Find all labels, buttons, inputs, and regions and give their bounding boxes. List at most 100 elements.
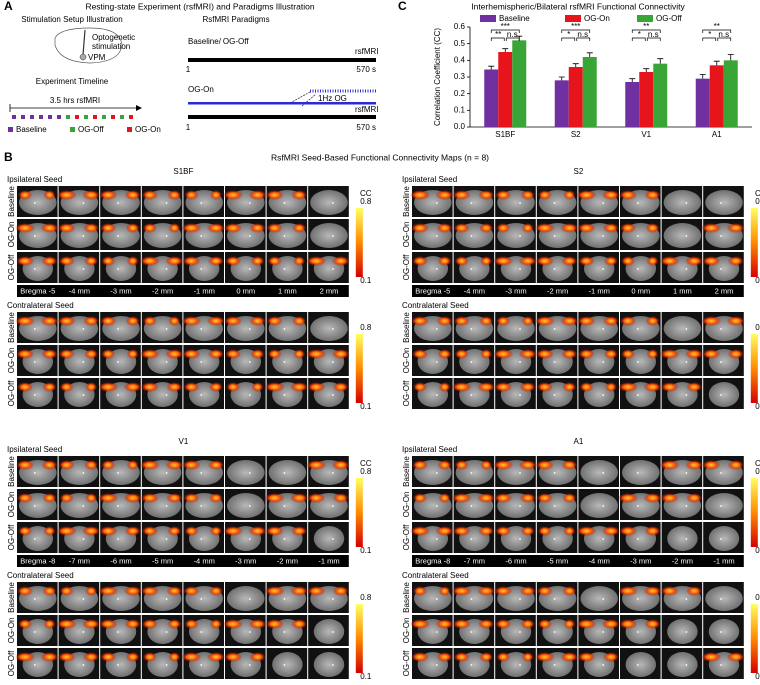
activation-blob: [618, 586, 638, 596]
brain-slice: [268, 460, 307, 485]
colorbar: [355, 334, 363, 403]
seed-marker: [283, 538, 286, 540]
activation-blob: [685, 256, 704, 266]
activation-blob: [560, 652, 579, 662]
panel-title: RsfMRI Seed-Based Functional Connectivit…: [271, 152, 489, 162]
session-block: [129, 115, 133, 119]
seed-marker: [470, 472, 473, 474]
brain-slice: [227, 586, 265, 611]
activation-blob: [332, 382, 349, 392]
sig-label: **: [643, 22, 649, 31]
seed-marker: [165, 505, 168, 507]
activation-blob: [125, 652, 140, 662]
activation-blob: [435, 619, 454, 629]
activation-blob: [250, 256, 265, 266]
session-block: [39, 115, 43, 119]
colorbar-min: 0.1: [755, 402, 760, 411]
activation-blob: [520, 619, 535, 629]
activation-blob: [225, 256, 241, 266]
seed-marker: [165, 235, 168, 237]
activation-blob: [16, 256, 34, 266]
error-bar: [643, 68, 650, 72]
paradigm-label: OG-On: [188, 85, 214, 94]
seed-marker: [602, 472, 605, 474]
seed-marker: [519, 268, 521, 270]
activation-blob: [249, 316, 266, 326]
activation-blob: [519, 493, 536, 503]
session-block: [84, 115, 88, 119]
activation-blob: [264, 586, 285, 596]
activation-blob: [208, 349, 224, 359]
activation-blob: [266, 223, 283, 233]
seed-marker: [636, 202, 639, 204]
setup-illustration: [54, 27, 123, 64]
row-label: Baseline: [402, 456, 411, 487]
bregma-label: 0 mm: [236, 286, 255, 295]
activation-blob: [412, 349, 428, 359]
activation-blob: [620, 223, 636, 233]
activation-blob: [645, 316, 660, 326]
seed-marker: [553, 472, 556, 474]
activation-blob: [518, 256, 537, 266]
activation-blob: [209, 586, 223, 596]
activation-blob: [436, 223, 453, 233]
seed-marker: [283, 268, 286, 270]
activation-blob: [307, 493, 326, 503]
track-bar: [188, 58, 376, 62]
activation-blob: [182, 256, 201, 266]
activation-blob: [83, 223, 100, 233]
stim-line: [188, 102, 376, 105]
seed-marker: [553, 268, 556, 270]
seed-marker: [470, 664, 473, 666]
activation-blob: [181, 223, 202, 233]
seed-marker: [519, 598, 521, 600]
seed-marker: [165, 394, 168, 396]
seed-marker: [33, 472, 36, 474]
activation-blob: [410, 190, 430, 200]
activation-blob: [208, 256, 224, 266]
brain-slice: [663, 316, 702, 341]
seed-marker: [685, 664, 688, 666]
setup-label: VPM: [88, 53, 106, 62]
brain-slice: [663, 223, 702, 248]
seed-marker: [519, 505, 521, 507]
seed-marker: [685, 538, 688, 540]
activation-blob: [452, 526, 471, 536]
seed-marker: [685, 394, 688, 396]
seed-marker: [602, 361, 605, 363]
activation-blob: [249, 652, 266, 662]
bregma-label: -1 mm: [589, 286, 610, 295]
activation-blob: [267, 256, 282, 266]
y-tick-label: 0.3: [454, 72, 466, 81]
activation-blob: [413, 493, 427, 503]
legend-swatch: [70, 127, 75, 132]
activation-blob: [578, 256, 595, 266]
activation-blob: [477, 586, 496, 596]
activation-blob: [411, 223, 429, 233]
bregma-label: -2 mm: [672, 556, 693, 565]
seed-marker: [553, 505, 556, 507]
activation-blob: [494, 586, 513, 596]
activation-blob: [251, 382, 264, 392]
seed-marker: [435, 268, 438, 270]
activation-blob: [18, 619, 32, 629]
activation-blob: [83, 652, 100, 662]
brain-slice: [622, 460, 660, 485]
activation-blob: [264, 382, 285, 392]
seed-marker: [283, 472, 286, 474]
seed-marker: [82, 538, 85, 540]
brain-slice: [313, 652, 345, 677]
panel-letter: B: [4, 150, 13, 164]
brain-slice: [705, 190, 743, 215]
activation-blob: [265, 526, 284, 536]
activation-blob: [124, 526, 141, 536]
map-title: A1: [574, 437, 584, 446]
error-bar: [713, 60, 720, 66]
seed-marker: [82, 664, 85, 666]
seed-marker: [165, 598, 168, 600]
x-tick-label: A1: [712, 130, 722, 139]
activation-blob: [123, 382, 142, 392]
seed-marker: [602, 598, 605, 600]
activation-blob: [604, 349, 618, 359]
seed-marker: [470, 361, 473, 363]
